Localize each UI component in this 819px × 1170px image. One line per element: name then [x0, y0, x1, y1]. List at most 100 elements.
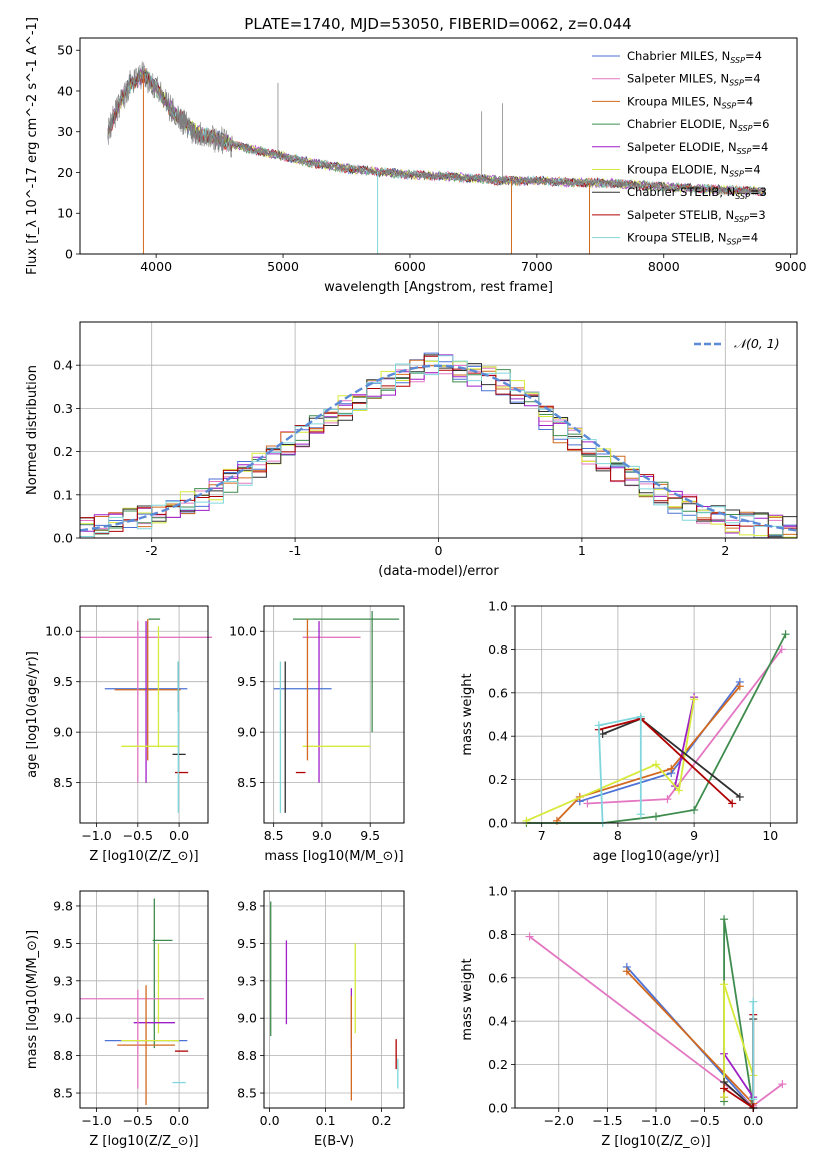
- x-tick-label: 7000: [521, 259, 553, 274]
- mass-weight-line: [556, 685, 741, 822]
- plus-marker: [690, 805, 699, 814]
- x-axis-label: mass [log10(M/M_⊙)]: [264, 849, 403, 864]
- legend-entry: Kroupa ELODIE, NSSP=4: [627, 163, 761, 179]
- y-tick-label: 0.8: [488, 642, 508, 657]
- plus-marker: [749, 997, 758, 1006]
- plus-marker: [720, 915, 729, 924]
- x-axis-label: wavelength [Angstrom, rest frame]: [324, 280, 553, 295]
- x-tick-label: 7: [538, 828, 546, 843]
- y-tick-label: 8.5: [53, 775, 73, 790]
- plot-area-residuals: [80, 352, 797, 538]
- plus-marker: [735, 682, 744, 691]
- axes-mass-vs-Z: −1.0 −0.5 0.0 8.5 8.8 9.0 9.3 9.5 9.8 Z [log10(Z/…: [25, 890, 209, 1149]
- x-tick-label: −0.5: [123, 828, 153, 843]
- plus-marker: [728, 799, 737, 808]
- plus-marker: [720, 1084, 729, 1093]
- x-axis-label: Z [log10(Z/Z_⊙)]: [601, 1134, 710, 1149]
- y-tick-label: 0.4: [53, 358, 73, 373]
- x-tick-label: 0.0: [169, 1113, 189, 1128]
- plus-marker: [781, 630, 790, 639]
- plus-marker: [720, 980, 729, 989]
- x-tick-label: −0.5: [123, 1113, 153, 1128]
- x-tick-label: 0: [435, 543, 443, 558]
- legend-entry: 𝒩(0, 1): [734, 336, 780, 351]
- axes-residuals: -2 -1 0 1 2 0.0 0.1 0.2 0.3 0.4 (data-model)/error…: [25, 321, 798, 579]
- plus-marker: [667, 764, 676, 773]
- legend-entry: Kroupa MILES, NSSP=4: [627, 94, 753, 110]
- x-axis-label: Z [log10(Z/Z_⊙)]: [89, 849, 198, 864]
- y-tick-label: 0.0: [53, 531, 73, 546]
- legend-entry: Chabrier MILES, NSSP=4: [627, 49, 762, 65]
- errorbar-point: [117, 985, 175, 1106]
- plot-area-spectrum: [107, 61, 766, 254]
- plus-marker: [636, 712, 645, 721]
- x-tick-label: 9000: [775, 259, 807, 274]
- y-tick-label: 9.5: [53, 674, 73, 689]
- y-tick-label: 10.0: [229, 624, 257, 639]
- plus-marker: [690, 695, 699, 704]
- x-tick-label: 9.5: [360, 828, 380, 843]
- mass-weight-line: [597, 715, 642, 824]
- mass-weight-line: [674, 696, 695, 787]
- x-tick-label: −2.0: [544, 1113, 574, 1128]
- y-axis-label: Normed distribution: [25, 365, 40, 495]
- x-tick-label: 0.1: [316, 1113, 336, 1128]
- y-tick-label: 0.1: [53, 487, 73, 502]
- plot-area-mass-vs-ebv: [270, 901, 399, 1101]
- plus-marker: [652, 760, 660, 769]
- normal-curve: [80, 364, 797, 532]
- y-axis-label: Flux [f_λ 10^-17 erg cm^-2 s^-1 A^-1]: [25, 17, 40, 275]
- plus-marker: [583, 799, 592, 808]
- x-tick-label: 8000: [648, 259, 680, 274]
- plus-marker: [674, 786, 683, 795]
- legend-entry: Salpeter STELIB, NSSP=3: [627, 208, 766, 224]
- y-tick-label: 8.8: [53, 1048, 73, 1063]
- y-tick-label: 9.0: [53, 725, 73, 740]
- plus-marker: [778, 1080, 787, 1089]
- x-tick-label: −1.0: [81, 1113, 111, 1128]
- x-tick-label: 9: [690, 828, 698, 843]
- y-tick-label: 8.5: [53, 1086, 73, 1101]
- plus-marker: [749, 1095, 758, 1104]
- legend-entry: Chabrier ELODIE, NSSP=6: [627, 117, 769, 133]
- x-tick-label: 0.0: [743, 1113, 763, 1128]
- y-tick-label: 1.0: [488, 599, 508, 614]
- residual-histogram: [80, 355, 797, 538]
- y-tick-label: 0.4: [488, 1014, 508, 1029]
- y-tick-label: 9.3: [53, 973, 73, 988]
- y-axis-label: mass weight: [460, 673, 475, 755]
- axes-frame: [263, 890, 405, 1109]
- legend-entry: Salpeter ELODIE, NSSP=4: [627, 140, 768, 156]
- y-axis-label: mass weight: [460, 958, 475, 1040]
- x-tick-label: −1.5: [592, 1113, 622, 1128]
- x-tick-label: 0.0: [169, 828, 189, 843]
- plot-area-mass-vs-Z: [80, 898, 204, 1106]
- x-tick-label: 6000: [394, 259, 426, 274]
- plus-marker: [636, 810, 645, 819]
- y-tick-label: 9.8: [237, 898, 257, 913]
- y-tick-label: 9.0: [237, 725, 257, 740]
- plus-marker: [735, 792, 744, 801]
- y-tick-label: 50: [57, 43, 73, 58]
- legend-entry: Salpeter MILES, NSSP=4: [627, 72, 761, 88]
- y-tick-label: 10.0: [45, 624, 73, 639]
- y-tick-label: 0.2: [53, 444, 73, 459]
- plus-marker: [720, 1093, 729, 1102]
- y-tick-label: 0.0: [488, 1101, 508, 1116]
- spectrum-legend: Chabrier MILES, NSSP=4 Salpeter MILES, NS…: [592, 49, 769, 247]
- x-axis-label: Z [log10(Z/Z_⊙)]: [89, 1134, 198, 1149]
- plus-marker: [663, 795, 672, 804]
- x-tick-label: 9.0: [312, 828, 332, 843]
- axes-frame: [79, 37, 798, 255]
- plot-area-massweight-vs-age: [522, 630, 790, 827]
- y-tick-label: 10: [57, 206, 73, 221]
- y-tick-label: 8.5: [237, 1086, 257, 1101]
- errorbar-point: [114, 619, 181, 761]
- y-tick-label: 0.4: [488, 729, 508, 744]
- axes-massweight-vs-Z: −2.0 −1.5 −1.0 −0.5 0.0 0.0 0.2 0.4 0.6 0.8 1.0 Z […: [460, 884, 798, 1149]
- plus-marker: [622, 967, 631, 976]
- y-tick-label: 20: [57, 165, 73, 180]
- y-tick-label: 9.8: [53, 898, 73, 913]
- plot-area-age-vs-Z: [80, 618, 213, 813]
